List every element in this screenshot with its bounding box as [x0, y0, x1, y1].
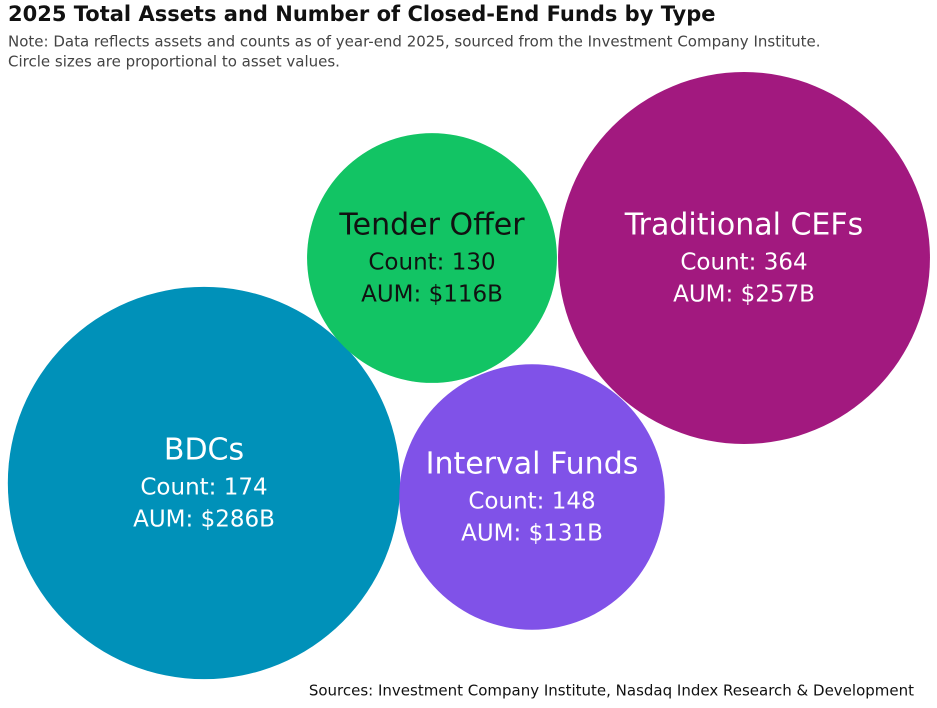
bubble	[558, 72, 930, 444]
bubble	[399, 364, 665, 630]
bubble-label: Traditional CEFs	[624, 208, 864, 243]
count-label: Count: 148	[468, 489, 595, 515]
value-label: AUM: $131B	[461, 521, 603, 547]
count-label: Count: 364	[680, 250, 807, 276]
chart-subtitle: Note: Data reflects assets and counts as…	[8, 33, 821, 51]
value-label: AUM: $116B	[361, 282, 503, 308]
bubble-label: BDCs	[164, 433, 244, 468]
bubble	[7, 286, 401, 680]
source-note: Sources: Investment Company Institute, N…	[309, 682, 914, 700]
count-label: Count: 174	[140, 475, 267, 501]
bubble-label: Interval Funds	[426, 447, 639, 482]
bubble-label: Tender Offer	[338, 208, 525, 243]
chart-title: 2025 Total Assets and Number of Closed-E…	[8, 2, 716, 26]
value-label: AUM: $286B	[133, 507, 275, 533]
count-label: Count: 130	[368, 250, 495, 276]
value-label: AUM: $257B	[673, 282, 815, 308]
bubble	[307, 133, 557, 383]
chart-subtitle: Circle sizes are proportional to asset v…	[8, 53, 340, 71]
